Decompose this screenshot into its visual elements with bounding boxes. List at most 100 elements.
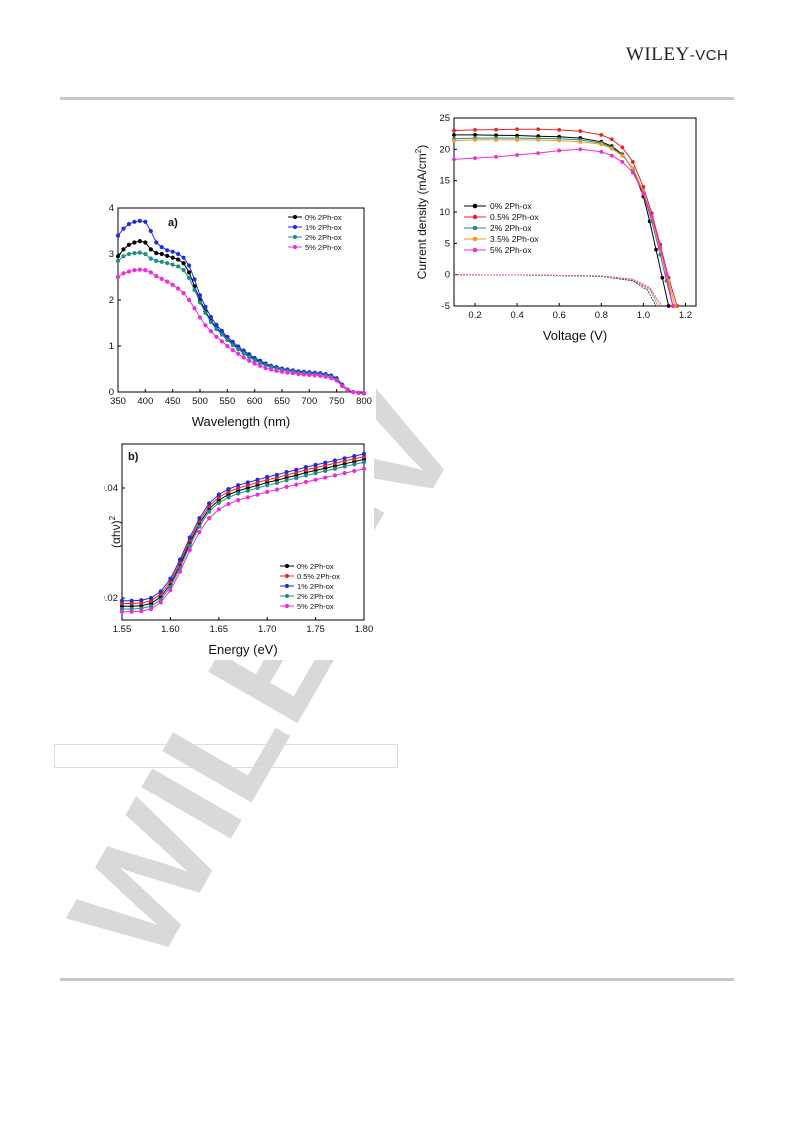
data-point	[214, 334, 219, 339]
data-point	[557, 148, 562, 153]
data-point	[170, 262, 175, 267]
data-point	[181, 261, 186, 266]
data-point	[208, 314, 214, 320]
data-point	[115, 274, 121, 280]
data-point	[323, 374, 328, 379]
data-point	[263, 365, 268, 371]
data-point	[165, 261, 170, 266]
data-point	[203, 304, 208, 309]
data-point	[132, 250, 137, 256]
data-point	[284, 583, 290, 589]
figure-panel-b: 1.55 1.60 1.65 1.70 1.75 1.80 0.02 0.04 Energy (…	[104, 440, 374, 660]
series-line-dark	[453, 274, 661, 307]
y-tick-label: 0.02	[104, 593, 118, 604]
data-point	[345, 388, 350, 393]
data-point	[168, 576, 173, 581]
data-point	[312, 373, 317, 378]
data-point	[170, 249, 175, 254]
data-point	[265, 489, 270, 494]
data-point	[159, 251, 164, 257]
data-point	[630, 159, 635, 164]
series-line-light	[453, 148, 674, 307]
data-point	[187, 535, 192, 540]
data-point	[245, 495, 250, 500]
legend-label: 0% 2Ph-ox	[305, 213, 342, 222]
data-point	[292, 214, 298, 220]
data-point	[473, 138, 477, 142]
data-point	[137, 239, 142, 244]
data-point	[119, 609, 125, 614]
data-point	[473, 133, 477, 137]
y-tick-label: 15	[439, 176, 450, 187]
data-point	[334, 378, 339, 383]
legend-label: 0.5% 2Ph-ox	[297, 572, 340, 581]
data-point	[148, 595, 154, 601]
y-tick-label: 1	[109, 341, 114, 352]
data-point	[303, 479, 309, 485]
panel-label: a)	[168, 217, 178, 229]
series-line-dark	[453, 274, 663, 307]
brand-main: WILEY	[626, 44, 690, 65]
data-point	[159, 244, 164, 250]
data-point	[214, 326, 219, 332]
data-point	[515, 153, 520, 157]
data-point	[284, 563, 290, 569]
data-point	[294, 482, 299, 487]
data-point	[494, 138, 498, 142]
data-point	[536, 151, 541, 155]
publisher-logo: WILEY-VCH	[626, 44, 728, 66]
data-point	[332, 458, 338, 463]
data-point	[641, 191, 646, 196]
data-point	[284, 603, 290, 609]
x-axis-label: Wavelength (nm)	[192, 414, 291, 429]
y-tick-label: 4	[109, 203, 114, 214]
legend-label: 5% 2Ph-ox	[490, 245, 532, 255]
data-point	[472, 236, 478, 242]
data-point	[226, 501, 231, 507]
data-point	[361, 466, 367, 471]
series-line	[117, 220, 365, 394]
data-point	[143, 219, 148, 224]
data-point	[119, 598, 125, 603]
data-point	[236, 491, 241, 496]
data-point	[186, 263, 192, 268]
data-point	[176, 286, 181, 291]
y-tick-label: 25	[439, 113, 450, 124]
series-line-light	[453, 128, 678, 307]
data-point	[609, 153, 614, 158]
data-point	[148, 606, 154, 612]
data-point	[137, 250, 142, 255]
data-point	[274, 472, 279, 477]
data-point	[255, 492, 260, 497]
tauc-plot-chart: 1.55 1.60 1.65 1.70 1.75 1.80 0.02 0.04 Energy (…	[104, 443, 373, 657]
data-point	[143, 251, 148, 257]
data-point	[313, 471, 318, 476]
x-tick-label: 1.75	[306, 624, 325, 635]
data-point	[158, 600, 163, 605]
brand-sub: VCH	[695, 47, 729, 64]
y-tick-label: -5	[442, 301, 450, 312]
data-point	[350, 389, 356, 395]
data-point	[609, 146, 614, 151]
data-point	[216, 492, 221, 497]
data-point	[352, 454, 357, 459]
data-point	[313, 477, 318, 482]
data-point	[203, 323, 208, 328]
data-point	[245, 480, 250, 485]
data-point	[332, 473, 338, 478]
series-line-light	[454, 134, 670, 307]
y-tick-label: 3	[109, 249, 114, 260]
data-point	[472, 203, 478, 209]
data-point	[342, 464, 347, 469]
data-point	[165, 253, 170, 258]
y-axis-label-main: Current density (mA/cm	[415, 153, 429, 279]
data-point	[342, 456, 347, 461]
y-axis-label-sup: 2	[414, 148, 423, 153]
data-point	[294, 475, 299, 481]
y-axis-label: Current density (mA/cm2)	[414, 145, 429, 279]
data-point	[197, 524, 202, 529]
data-point	[115, 258, 121, 264]
data-point	[207, 509, 212, 514]
data-point	[208, 319, 214, 325]
legend-label: 1% 2Ph-ox	[305, 223, 342, 232]
